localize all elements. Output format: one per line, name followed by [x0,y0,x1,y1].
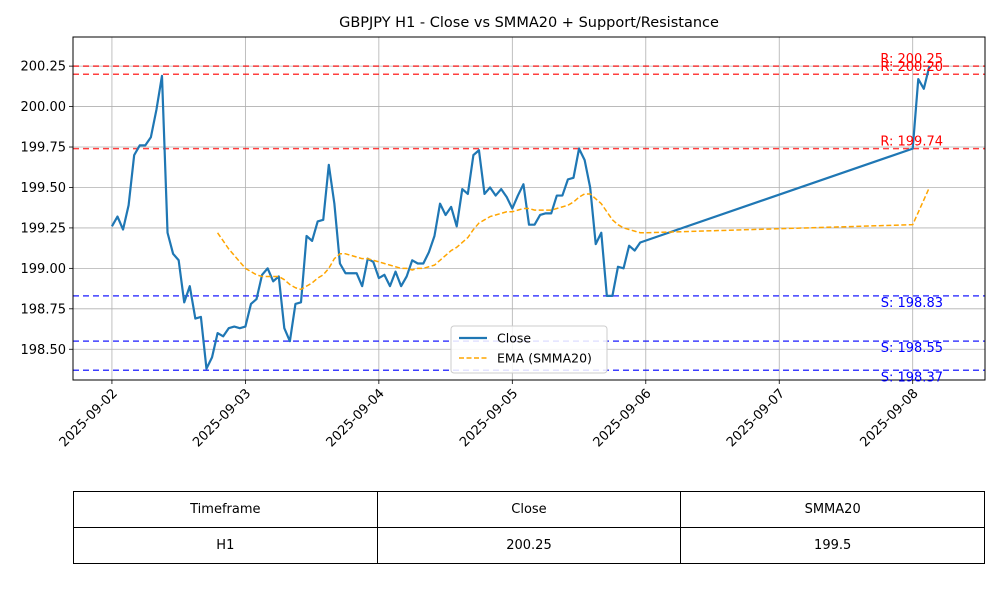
series-line-close [110,65,931,370]
support-label: S: 198.55 [881,341,943,356]
legend-box [450,325,608,374]
series [110,65,931,370]
resistance-label: R: 200.20 [880,60,943,75]
grid [73,37,985,380]
resistance-label: R: 199.74 [880,135,943,150]
x-tick-label: 2025-09-05 [457,386,521,450]
legend: Close EMA (SMMA20) [450,325,608,374]
y-tick-label: 199.00 [21,262,67,277]
y-tick-label: 198.75 [21,302,67,317]
support-label: S: 198.37 [881,370,943,385]
plot-frame [72,36,986,381]
y-tick-label: 199.75 [21,141,67,156]
x-tick-label: 2025-09-08 [857,386,921,450]
y-tick-label: 199.50 [21,181,67,196]
x-tick-label: 2025-09-04 [324,386,388,450]
table-header-row: Timeframe Close SMMA20 [73,491,985,528]
x-tick-label: 2025-09-03 [190,386,254,450]
data-table: Timeframe Close SMMA20 H1 200.25 199.5 [73,491,985,564]
legend-label: EMA (SMMA20) [497,351,592,366]
support-label: S: 198.83 [881,296,943,311]
table-header-cell: Timeframe [73,491,378,528]
y-axis: 198.50 198.75 199.00 199.25 199.50 199.75 200.… [21,60,73,358]
y-tick-label: 200.25 [21,60,67,75]
legend-label: Close [497,331,531,346]
chart-title: GBPJPY H1 - Close vs SMMA20 + Support/Re… [339,15,719,31]
table-header-cell: SMMA20 [680,491,985,528]
series-line-smma20 [216,187,931,291]
level-labels: R: 200.25R: 200.20 R: 199.74 S: 198.83 S: 1… [880,52,943,385]
table-cell: 199.5 [680,527,985,564]
table-row: H1 200.25 199.5 [73,527,985,564]
x-tick-label: 2025-09-06 [591,386,655,450]
x-tick-label: 2025-09-02 [57,386,121,450]
table-cell: 200.25 [376,527,682,564]
table-header-cell: Close [376,491,682,528]
y-tick-label: 200.00 [21,100,67,115]
table-cell: H1 [73,527,378,564]
y-tick-label: 199.25 [21,221,67,236]
x-tick-label: 2025-09-07 [724,386,788,450]
resistance-label: R: 200.25 [880,52,943,67]
x-axis: 2025-09-02 2025-09-03 2025-09-04 2025-09-05… [57,380,922,450]
y-tick-label: 198.50 [21,343,67,358]
